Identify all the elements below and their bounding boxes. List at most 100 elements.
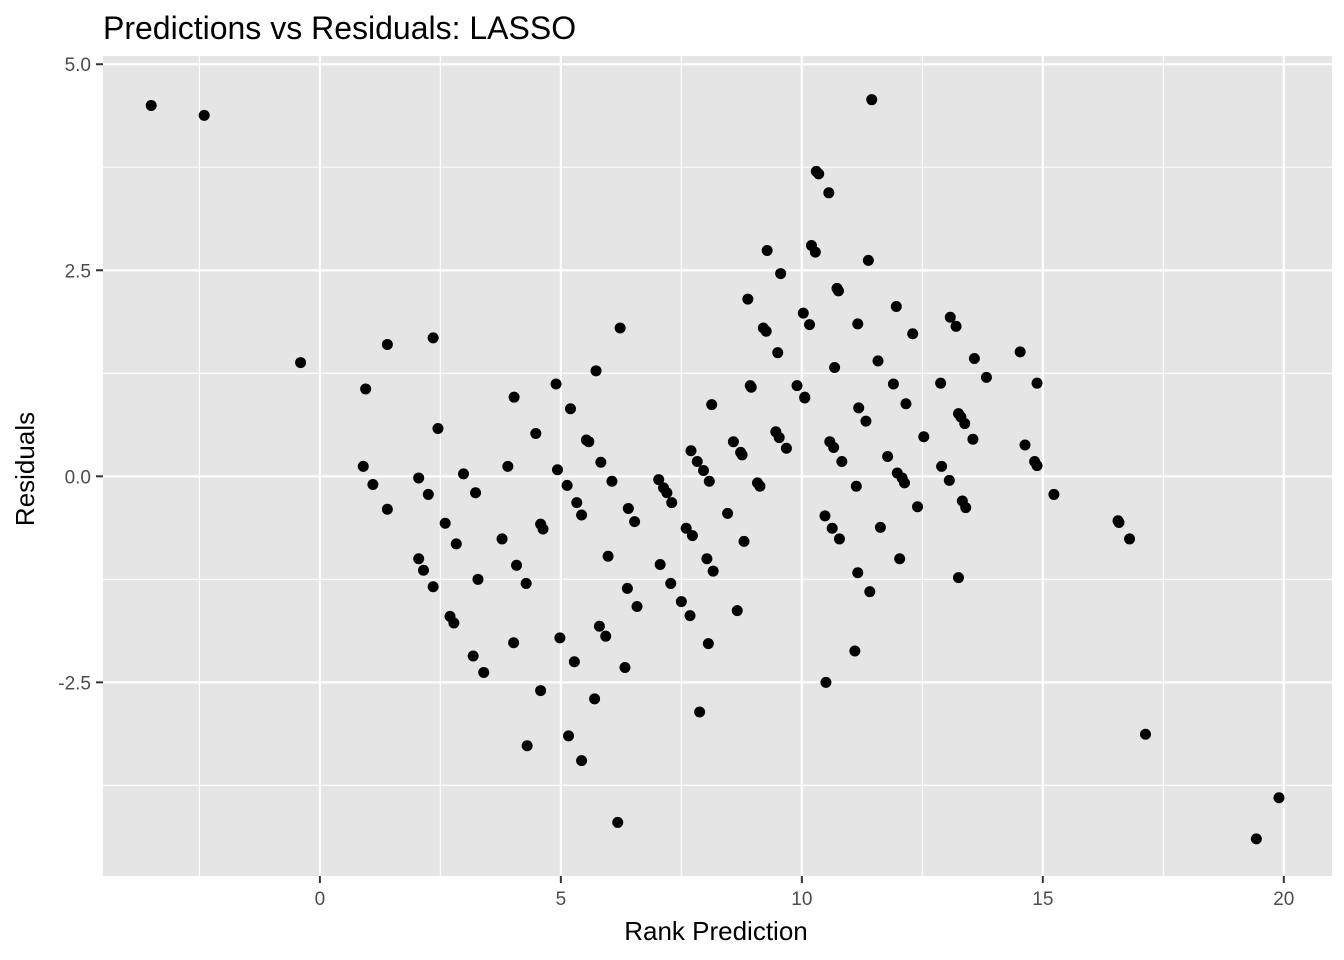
data-point: [828, 441, 840, 453]
data-point: [550, 378, 562, 390]
data-point: [860, 415, 872, 427]
data-point: [706, 399, 718, 411]
data-point: [698, 465, 710, 477]
data-point: [675, 596, 687, 608]
data-point: [686, 530, 698, 542]
data-point: [571, 497, 583, 509]
data-point: [537, 523, 549, 535]
data-point: [583, 436, 595, 448]
data-point: [561, 479, 573, 491]
data-point: [576, 509, 588, 521]
y-tick-label: 2.5: [65, 261, 91, 282]
data-point: [872, 355, 884, 367]
data-point: [413, 472, 425, 484]
data-point: [478, 666, 490, 678]
data-point: [852, 318, 864, 330]
data-point: [899, 477, 911, 489]
data-point: [360, 383, 372, 395]
data-point: [1014, 346, 1026, 358]
data-point: [772, 347, 784, 359]
data-point: [432, 423, 444, 435]
data-point: [754, 480, 766, 492]
data-point: [907, 328, 919, 340]
data-point: [887, 378, 899, 390]
x-tick-label: 15: [1032, 889, 1053, 910]
data-point: [936, 460, 948, 472]
data-point: [760, 325, 772, 337]
data-point: [470, 487, 482, 499]
data-point: [852, 567, 864, 579]
data-point: [918, 431, 930, 443]
data-point: [823, 187, 835, 199]
grid-lines: [103, 56, 1332, 876]
y-axis-label: Residuals: [10, 412, 40, 526]
data-point: [619, 661, 631, 673]
data-point: [809, 246, 821, 258]
data-point: [849, 645, 861, 657]
data-point: [826, 522, 838, 534]
data-point: [738, 535, 750, 547]
data-point: [1124, 533, 1136, 545]
data-point: [829, 362, 841, 374]
data-point: [1139, 728, 1151, 740]
data-point: [820, 676, 832, 688]
data-point: [1273, 792, 1285, 804]
data-point: [502, 460, 514, 472]
data-point: [593, 620, 605, 632]
data-point: [813, 168, 825, 180]
data-point: [791, 380, 803, 392]
data-point: [614, 322, 626, 334]
data-point: [1019, 439, 1031, 451]
data-point: [894, 553, 906, 565]
data-point: [836, 455, 848, 467]
data-point: [520, 577, 532, 589]
data-point: [874, 521, 886, 533]
data-point: [508, 391, 520, 403]
data-point: [1113, 516, 1125, 528]
data-point: [707, 565, 719, 577]
data-point: [722, 507, 734, 519]
data-point: [198, 109, 210, 121]
data-point: [1031, 460, 1043, 472]
data-point: [736, 449, 748, 461]
y-tick-label: 5.0: [65, 55, 91, 76]
data-point: [701, 553, 713, 565]
data-point: [967, 433, 979, 445]
data-point: [367, 479, 379, 491]
data-point: [576, 755, 588, 767]
data-point: [702, 638, 714, 650]
data-point: [450, 538, 462, 550]
data-point: [418, 564, 430, 576]
data-point: [381, 338, 393, 350]
data-point: [427, 581, 439, 593]
data-point: [968, 352, 980, 364]
data-point: [145, 99, 157, 111]
data-point: [797, 307, 809, 319]
data-point: [980, 371, 992, 383]
data-point: [357, 460, 369, 472]
data-point: [890, 301, 902, 313]
data-point: [521, 740, 533, 752]
data-point: [959, 418, 971, 430]
data-point: [864, 586, 876, 598]
plot-panel: [103, 56, 1332, 876]
data-point: [295, 357, 307, 369]
data-point: [496, 533, 508, 545]
data-point: [612, 816, 624, 828]
data-point: [853, 402, 865, 414]
data-point: [1250, 833, 1262, 845]
data-point: [900, 398, 912, 410]
x-tick-label: 20: [1273, 889, 1294, 910]
data-point: [606, 475, 618, 487]
data-point: [882, 451, 894, 463]
data-point: [684, 610, 696, 622]
data-point: [565, 403, 577, 415]
chart-title: Predictions vs Residuals: LASSO: [103, 10, 576, 46]
x-axis-label: Rank Prediction: [624, 916, 808, 946]
data-point: [666, 497, 678, 509]
data-point: [589, 693, 601, 705]
data-point: [472, 573, 484, 585]
data-point: [458, 468, 470, 480]
data-point: [530, 427, 542, 439]
